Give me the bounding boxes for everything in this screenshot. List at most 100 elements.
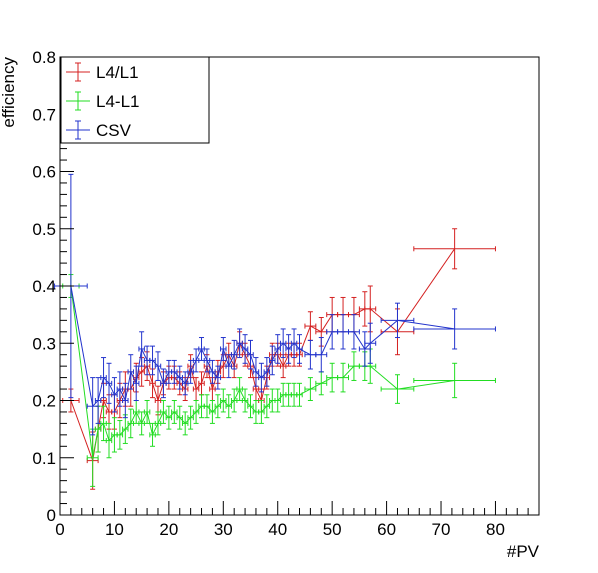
data-point: [181, 411, 189, 436]
legend-label: L4-L1: [96, 92, 139, 111]
legend-entry-L4/L1: L4/L1: [66, 62, 139, 82]
x-tick-label: 50: [323, 520, 342, 539]
data-point: [225, 354, 232, 379]
data-point: [198, 371, 205, 396]
data-point: [279, 382, 287, 407]
data-point: [296, 334, 303, 364]
data-point: [274, 334, 281, 364]
data-point: [192, 400, 200, 424]
data-point: [214, 394, 222, 419]
y-tick-label: 0.5: [32, 220, 56, 239]
data-point: [176, 365, 183, 390]
x-axis-title: #PV: [507, 542, 540, 561]
data-point: [413, 362, 496, 399]
data-point: [258, 362, 265, 393]
data-point: [225, 394, 232, 419]
data-point: [187, 405, 194, 430]
data-point: [111, 417, 118, 453]
data-point: [241, 388, 249, 413]
x-tick-label: 10: [105, 520, 124, 539]
data-point: [132, 400, 140, 424]
x-tick-label: 20: [159, 520, 178, 539]
data-point: [230, 388, 238, 413]
series-layer: [54, 173, 496, 490]
series-L4-L1: [62, 274, 496, 487]
data-point: [296, 382, 303, 407]
data-point: [176, 405, 183, 430]
data-point: [326, 362, 339, 393]
data-point: [274, 388, 281, 413]
y-tick-label: 0.6: [32, 163, 56, 182]
data-point: [364, 322, 377, 364]
data-point: [149, 345, 156, 376]
data-point: [94, 377, 102, 424]
data-point: [116, 371, 124, 407]
data-point: [279, 354, 287, 379]
data-point: [100, 405, 107, 442]
data-point: [171, 400, 178, 424]
data-point: [315, 371, 328, 396]
data-point: [160, 400, 167, 424]
data-point: [247, 339, 254, 370]
data-point: [192, 348, 200, 373]
data-point: [122, 414, 129, 444]
data-point: [358, 331, 371, 367]
data-point: [209, 400, 216, 424]
data-point: [154, 411, 162, 436]
y-axis-title: efficiency: [0, 57, 18, 128]
data-point: [209, 359, 216, 384]
y-tick-label: 0.3: [32, 334, 56, 353]
series-CSV: [54, 173, 496, 436]
data-point: [263, 357, 271, 387]
data-point: [105, 362, 113, 404]
data-point: [132, 365, 140, 401]
x-tick-label: 30: [214, 520, 233, 539]
data-point: [138, 411, 145, 436]
x-tick-label: 60: [377, 520, 396, 539]
data-point: [380, 374, 415, 404]
data-point: [198, 394, 205, 419]
y-tick-label: 0.1: [32, 449, 56, 468]
data-point: [263, 394, 271, 419]
data-point: [203, 348, 211, 373]
data-point: [111, 377, 118, 413]
data-point: [315, 337, 328, 373]
legend-entry-L4-L1: L4-L1: [66, 91, 139, 111]
series-L4/L1: [62, 228, 496, 490]
data-point: [304, 339, 317, 370]
data-point: [230, 339, 238, 370]
data-point: [181, 371, 189, 396]
data-point: [269, 388, 276, 413]
data-point: [143, 345, 151, 376]
data-point: [337, 362, 349, 393]
data-point: [154, 385, 162, 416]
data-point: [279, 328, 287, 359]
data-point: [252, 400, 260, 424]
data-point: [154, 351, 162, 381]
data-point: [116, 420, 124, 450]
data-point: [347, 314, 360, 350]
data-point: [290, 328, 298, 359]
data-point: [285, 334, 292, 364]
data-point: [214, 365, 222, 390]
data-point: [347, 351, 360, 381]
data-point: [149, 422, 156, 447]
data-point: [138, 331, 145, 367]
axes-layer: 0 10 20 30 40 50 60 70 80 0 0.1 0.2 0.3 0.4 0.5 0.6 0.7 0…: [32, 48, 540, 539]
data-point: [220, 337, 227, 361]
y-tick-label: 0.7: [32, 105, 56, 124]
data-point: [285, 382, 292, 407]
data-point: [127, 354, 134, 390]
y-tick-label: 0: [47, 506, 56, 525]
data-point: [304, 377, 317, 401]
data-point: [241, 334, 249, 364]
data-point: [236, 328, 243, 359]
data-point: [143, 400, 151, 424]
legend: L4/L1 L4-L1 CSV: [60, 56, 210, 144]
legend-label: CSV: [96, 121, 132, 140]
data-point: [220, 388, 227, 413]
legend-box: [60, 56, 210, 144]
data-point: [413, 228, 496, 270]
y-tick-label: 0.4: [32, 277, 56, 296]
